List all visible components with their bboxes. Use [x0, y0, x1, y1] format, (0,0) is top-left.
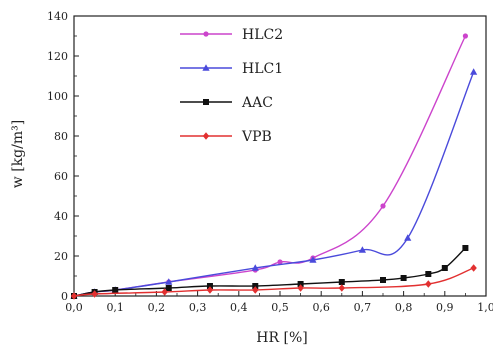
- data-point-hlc2: [277, 259, 283, 265]
- y-tick-label: 100: [47, 90, 68, 103]
- series-aac: [71, 245, 469, 299]
- data-point-aac: [380, 277, 386, 283]
- data-point-aac: [297, 281, 304, 287]
- legend-marker-hlc2: [203, 31, 209, 37]
- x-tick-label: 0,5: [271, 301, 289, 314]
- x-tick-label: 0,8: [395, 301, 413, 314]
- data-point-vpb: [91, 290, 98, 298]
- legend-label-hlc2: HLC2: [242, 27, 283, 43]
- data-point-aac: [441, 265, 448, 271]
- data-point-aac: [338, 279, 345, 285]
- axes-frame: 0,0 0,1 0,2 0,3 0,4 0,5 0,6 0,7 0,8 0,9 1,0 0 20 40 60…: [47, 10, 493, 314]
- data-point-hlc2: [462, 33, 468, 39]
- data-point-vpb: [70, 292, 78, 300]
- data-point-vpb: [470, 264, 477, 272]
- x-tick-label: 0,1: [106, 301, 124, 314]
- legend-label-aac: AAC: [241, 95, 273, 111]
- data-point-vpb: [338, 284, 345, 292]
- data-point-aac: [400, 275, 407, 281]
- plot-frame: [73, 15, 487, 297]
- y-tick-label: 120: [47, 50, 68, 63]
- legend-marker-aac: [203, 99, 209, 105]
- x-tick-label: 0,0: [65, 301, 83, 314]
- data-point-vpb: [425, 280, 432, 288]
- legend-marker-hlc1: [202, 64, 210, 71]
- data-point-hlc1: [404, 234, 412, 241]
- legend-label-vpb: VPB: [241, 129, 272, 145]
- data-point-vpb: [252, 286, 259, 294]
- data-point-aac: [165, 285, 172, 291]
- y-tick-label: 60: [54, 170, 68, 183]
- legend-marker-vpb: [202, 132, 210, 140]
- data-point-vpb: [161, 288, 168, 296]
- data-point-hlc1: [251, 264, 259, 271]
- y-tick-label: 140: [47, 10, 68, 23]
- series-line-vpb: [73, 267, 474, 297]
- x-tick-label: 0,4: [230, 301, 248, 314]
- series-line-hlc1: [73, 71, 475, 297]
- legend-label-hlc1: HLC1: [242, 61, 283, 77]
- x-tick-label: 1,0: [477, 301, 493, 314]
- data-point-hlc2: [380, 203, 386, 209]
- data-point-aac: [252, 283, 259, 289]
- data-point-aac: [425, 271, 432, 277]
- data-point-hlc1: [165, 278, 173, 285]
- x-axis-title: HR [%]: [256, 330, 307, 346]
- data-point-aac: [206, 283, 213, 289]
- data-point-hlc1: [470, 68, 478, 75]
- x-tick-label: 0,2: [148, 301, 166, 314]
- data-point-hlc1: [358, 246, 366, 253]
- data-point-hlc1: [309, 256, 317, 263]
- data-point-vpb: [297, 284, 304, 292]
- x-tick-label: 0,6: [312, 301, 330, 314]
- data-point-aac: [112, 287, 119, 293]
- data-point-vpb: [206, 286, 214, 294]
- series-vpb: [70, 264, 477, 300]
- y-tick-label: 80: [54, 130, 68, 143]
- legend: HLC2 HLC1 AAC VPB: [180, 27, 283, 145]
- x-tick-label: 0,3: [189, 301, 207, 314]
- y-axis-title: w [kg/m³]: [10, 120, 26, 188]
- data-point-aac: [462, 245, 469, 251]
- x-tick-label: 0,7: [354, 301, 372, 314]
- y-tick-label: 40: [54, 210, 68, 223]
- y-tick-label: 0: [61, 290, 68, 303]
- series-layer: [70, 33, 478, 300]
- x-tick-label: 0,9: [436, 301, 454, 314]
- y-tick-label: 20: [54, 250, 68, 263]
